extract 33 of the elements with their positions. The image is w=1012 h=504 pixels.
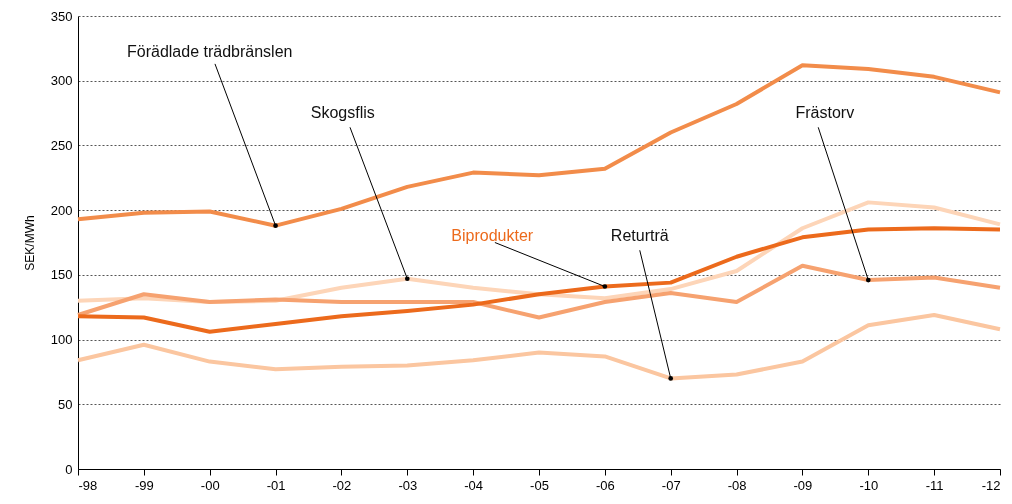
x-tick-label: -05 [530,477,549,493]
y-tick-label: 100 [50,332,73,348]
y-tick-label: 350 [50,8,73,24]
x-tick-label: -10 [859,477,879,493]
text: Förädlade trädbränslen [127,43,293,61]
y-tick-label: 50 [58,396,73,412]
line-series [76,312,1002,381]
x-tick-label: -06 [595,477,615,493]
x-tick-label: -00 [200,477,220,493]
y-tick-label: 0 [65,461,73,477]
y-tick-label: 150 [50,267,73,283]
text: Skogsflis [310,104,375,122]
x-tick-label: -01 [266,477,286,493]
line-series [76,263,1002,320]
x-tick-label: -98 [78,477,98,493]
line-series [76,63,1002,228]
x-tick-label: -11 [925,477,944,493]
x-tick-label: -02 [332,477,352,493]
y-tick-label: 300 [50,73,73,89]
x-tick-label: -09 [793,477,813,493]
y-tick-label: 250 [50,137,73,153]
line-series [76,226,1002,334]
x-tick-label: -03 [398,477,418,493]
x-tick-label: -08 [727,477,747,493]
x-tick-label: -07 [661,477,681,493]
x-tick-label: -12 [981,477,1001,493]
y-axis-title: SEK/MWh [22,215,37,271]
x-tick-label: -04 [464,477,484,493]
x-tick-label: -99 [134,477,154,493]
text: Biprodukter [451,227,534,245]
text: Returträ [610,227,669,245]
text: Frästorv [795,104,855,122]
y-tick-label: 200 [50,202,73,218]
